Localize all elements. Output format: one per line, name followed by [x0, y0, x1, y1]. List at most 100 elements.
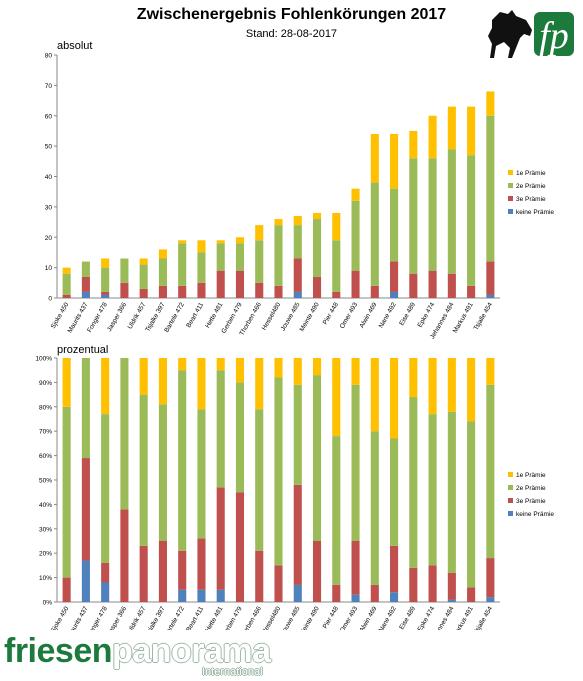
- x-tick-label: Tsjalke 397: [144, 605, 167, 630]
- y-tick-label: 60: [45, 113, 53, 120]
- legend-entry: 1e Prämie: [516, 170, 546, 177]
- bar-segment: [158, 285, 167, 298]
- chart-title-absolut: absolut: [57, 40, 92, 52]
- bar-segment: [312, 219, 322, 277]
- bar-segment: [62, 406, 71, 578]
- bar-segment: [409, 567, 418, 602]
- y-tick-label: 0%: [43, 600, 53, 607]
- bar-segment: [467, 155, 476, 286]
- bar-segment: [120, 358, 129, 510]
- bar-segment: [486, 261, 495, 295]
- x-tick-label: Hessel480: [261, 301, 283, 331]
- bar-segment: [428, 158, 437, 271]
- legend-entry: 3e Prämie: [516, 196, 546, 203]
- bar-segment: [486, 597, 495, 602]
- friesenpanorama-logo: friesenpanorama International: [4, 632, 304, 680]
- bar-segment: [255, 550, 264, 602]
- bar-segment: [158, 249, 167, 259]
- x-tick-label: Bartele 472: [163, 301, 186, 334]
- legend-entry: 2e Prämie: [516, 485, 546, 492]
- bar-segment: [390, 133, 399, 189]
- legend-entry: keine Prämie: [516, 511, 554, 518]
- y-tick-label: 20: [45, 235, 53, 242]
- bar-segment: [197, 252, 206, 283]
- bar-segment: [81, 276, 90, 292]
- x-tick-label: Hessel480: [261, 605, 283, 630]
- bar-segment: [293, 225, 302, 259]
- x-tick-label: Nane 492: [378, 605, 398, 630]
- legend-entry: 2e Prämie: [516, 183, 546, 190]
- bar-segment: [312, 375, 322, 541]
- bar-segment: [390, 438, 399, 546]
- bar-segment: [351, 541, 360, 595]
- x-tick-label: Uldrik 457: [127, 605, 148, 630]
- bar-segment: [390, 592, 399, 602]
- x-tick-label: Beart 411: [185, 301, 205, 329]
- bar-segment: [370, 584, 379, 602]
- bar-segment: [447, 273, 456, 298]
- brand-primary: friesen: [4, 632, 113, 670]
- legend-entry: 3e Prämie: [516, 498, 546, 505]
- bar-segment: [62, 273, 71, 295]
- x-tick-label: Fonger 478: [86, 605, 109, 630]
- x-tick-label: Tsjalle 454: [473, 605, 495, 630]
- bar-segment: [332, 212, 341, 241]
- charts-canvas: absolut prozentual 0 10 20 30 40 50 60 70 80 Sjok…: [35, 40, 554, 630]
- legend-swatch: [508, 183, 513, 188]
- bar-segment: [178, 243, 187, 286]
- bar-segment: [139, 258, 148, 265]
- bar-segment: [101, 358, 110, 415]
- x-tick-label: Omer 493: [339, 301, 360, 330]
- x-tick-label: Hette 481: [204, 605, 224, 630]
- y-tick-label: 0: [48, 296, 52, 303]
- bar-segment: [293, 384, 302, 485]
- bar-segment: [428, 270, 437, 298]
- bar-segment: [235, 382, 245, 493]
- bar-segment: [293, 584, 302, 602]
- chart-title-prozentual: prozentual: [57, 344, 108, 356]
- bar-segment: [216, 270, 225, 298]
- x-tick-label: Nane 492: [378, 301, 398, 329]
- bar-segment: [390, 358, 399, 439]
- bar-segment: [255, 282, 264, 298]
- bar-segment: [351, 270, 360, 298]
- bar-segment: [255, 225, 264, 241]
- bar-segment: [216, 487, 225, 590]
- bar-segment: [62, 294, 71, 298]
- bar-segment: [235, 270, 245, 298]
- bar-segment: [235, 243, 245, 271]
- bar-segment: [81, 458, 90, 561]
- bar-segment: [467, 421, 476, 588]
- bar-segment: [390, 291, 399, 298]
- bar-segment: [197, 240, 206, 253]
- brand-secondary: panorama: [112, 632, 271, 670]
- legend-entry: keine Prämie: [516, 209, 554, 216]
- bar-segment: [447, 599, 456, 602]
- x-tick-label: Pier 448: [322, 301, 340, 326]
- bar-segment: [312, 212, 322, 220]
- bar-segment: [81, 261, 90, 277]
- bar-segment: [178, 550, 187, 590]
- x-tick-label: Alwin 469: [358, 605, 378, 630]
- bar-segment: [255, 409, 264, 551]
- x-tick-label: Jasper 366: [106, 605, 128, 630]
- bar-segment: [409, 273, 418, 298]
- bar-segment: [332, 291, 341, 298]
- legend-swatch: [508, 511, 513, 516]
- x-tick-label: Epke 474: [417, 605, 437, 630]
- bar-segment: [235, 492, 245, 602]
- bar-segment: [178, 285, 187, 298]
- bar-segment: [197, 589, 206, 602]
- bar-segment: [467, 106, 476, 156]
- x-tick-label: Epke 474: [417, 301, 437, 329]
- bar-segment: [486, 384, 495, 559]
- bar-segment: [370, 431, 379, 585]
- bar-segment: [409, 358, 418, 398]
- bar-segment: [101, 582, 110, 602]
- bar-segment: [312, 358, 322, 376]
- brand-tagline: International: [202, 666, 263, 678]
- bar-segment: [370, 358, 379, 432]
- x-tick-label: Pier 448: [322, 605, 340, 630]
- bar-segment: [101, 294, 110, 298]
- bar-segment: [216, 243, 225, 271]
